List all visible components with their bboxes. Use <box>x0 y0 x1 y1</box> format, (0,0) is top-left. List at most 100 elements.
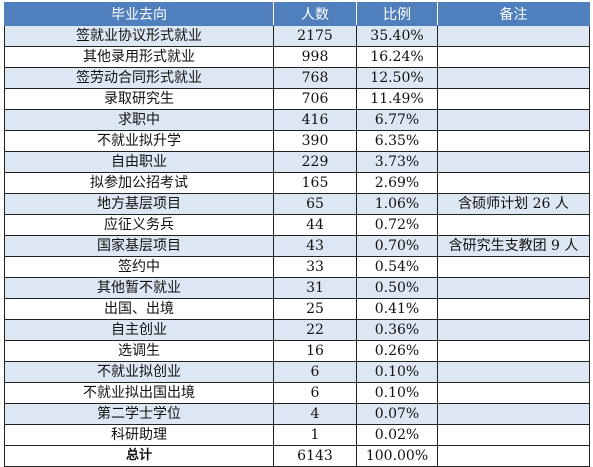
cell-note <box>437 403 590 425</box>
header-note: 备注 <box>437 2 590 26</box>
cell-count: 22 <box>273 319 357 341</box>
cell-count: 768 <box>273 67 357 89</box>
table-row: 其他录用形式就业 998 16.24% <box>4 46 590 68</box>
table-row: 其他暂不就业 31 0.50% <box>4 277 590 299</box>
cell-note <box>437 361 590 383</box>
table-row: 国家基层项目 43 0.70% 含研究生支教团 9 人 <box>4 235 590 257</box>
table-row: 录取研究生 706 11.49% <box>4 88 590 110</box>
cell-count: 6 <box>273 361 357 383</box>
table-row: 选调生 16 0.26% <box>4 340 590 362</box>
cell-count: 416 <box>273 109 357 131</box>
cell-note <box>437 46 590 68</box>
cell-note <box>437 319 590 341</box>
cell-destination: 不就业拟出国出境 <box>4 382 274 404</box>
cell-count: 998 <box>273 46 357 68</box>
table-row: 科研助理 1 0.02% <box>4 424 590 446</box>
table-container: 毕业去向 人数 比例 备注 签就业协议形式就业 2175 35.40% 其他录用形式就… <box>4 2 590 467</box>
cell-count: 25 <box>273 298 357 320</box>
cell-ratio: 12.50% <box>356 67 438 89</box>
cell-count: 65 <box>273 193 357 215</box>
cell-count: 31 <box>273 277 357 299</box>
cell-destination: 应征义务兵 <box>4 214 274 236</box>
cell-count: 706 <box>273 88 357 110</box>
cell-destination: 地方基层项目 <box>4 193 274 215</box>
table-row: 第二学士学位 4 0.07% <box>4 403 590 425</box>
cell-destination: 国家基层项目 <box>4 235 274 257</box>
cell-destination: 不就业拟创业 <box>4 361 274 383</box>
cell-ratio: 1.06% <box>356 193 438 215</box>
cell-count: 6 <box>273 382 357 404</box>
cell-count: 16 <box>273 340 357 362</box>
cell-ratio: 0.54% <box>356 256 438 278</box>
cell-destination: 签约中 <box>4 256 274 278</box>
cell-count: 4 <box>273 403 357 425</box>
cell-destination: 不就业拟升学 <box>4 130 274 152</box>
cell-ratio: 16.24% <box>356 46 438 68</box>
cell-count: 165 <box>273 172 357 194</box>
cell-count: 44 <box>273 214 357 236</box>
cell-note <box>437 67 590 89</box>
table-row: 自由职业 229 3.73% <box>4 151 590 173</box>
cell-note <box>437 424 590 446</box>
cell-note <box>437 109 590 131</box>
cell-note: 含研究生支教团 9 人 <box>437 235 590 257</box>
cell-note <box>437 151 590 173</box>
table-header: 毕业去向 人数 比例 备注 <box>4 2 590 26</box>
cell-ratio: 0.07% <box>356 403 438 425</box>
employment-destination-table: 毕业去向 人数 比例 备注 签就业协议形式就业 2175 35.40% 其他录用形式就… <box>4 2 590 467</box>
cell-count: 1 <box>273 424 357 446</box>
header-count: 人数 <box>273 2 357 26</box>
cell-ratio: 0.50% <box>356 277 438 299</box>
cell-destination: 出国、出境 <box>4 298 274 320</box>
table-row: 拟参加公招考试 165 2.69% <box>4 172 590 194</box>
cell-ratio: 0.10% <box>356 361 438 383</box>
cell-ratio: 0.36% <box>356 319 438 341</box>
table-row: 不就业拟升学 390 6.35% <box>4 130 590 152</box>
cell-note <box>437 172 590 194</box>
cell-ratio: 0.41% <box>356 298 438 320</box>
cell-note <box>437 256 590 278</box>
cell-ratio: 3.73% <box>356 151 438 173</box>
cell-count: 2175 <box>273 25 357 47</box>
table-row: 自主创业 22 0.36% <box>4 319 590 341</box>
cell-ratio: 2.69% <box>356 172 438 194</box>
total-count: 6143 <box>273 445 357 467</box>
header-ratio: 比例 <box>356 2 438 26</box>
table-row: 签劳动合同形式就业 768 12.50% <box>4 67 590 89</box>
cell-ratio: 0.02% <box>356 424 438 446</box>
total-row: 总计 6143 100.00% <box>4 445 590 467</box>
cell-destination: 自主创业 <box>4 319 274 341</box>
cell-ratio: 0.72% <box>356 214 438 236</box>
cell-count: 43 <box>273 235 357 257</box>
cell-destination: 第二学士学位 <box>4 403 274 425</box>
cell-note <box>437 298 590 320</box>
cell-destination: 其他录用形式就业 <box>4 46 274 68</box>
cell-ratio: 6.35% <box>356 130 438 152</box>
cell-note <box>437 340 590 362</box>
cell-note <box>437 88 590 110</box>
cell-ratio: 0.10% <box>356 382 438 404</box>
cell-destination: 选调生 <box>4 340 274 362</box>
header-destination: 毕业去向 <box>4 2 274 26</box>
cell-destination: 其他暂不就业 <box>4 277 274 299</box>
cell-count: 229 <box>273 151 357 173</box>
cell-count: 390 <box>273 130 357 152</box>
cell-note <box>437 277 590 299</box>
cell-destination: 录取研究生 <box>4 88 274 110</box>
table-row: 求职中 416 6.77% <box>4 109 590 131</box>
table-row: 应征义务兵 44 0.72% <box>4 214 590 236</box>
cell-destination: 科研助理 <box>4 424 274 446</box>
total-note <box>437 445 590 467</box>
cell-destination: 拟参加公招考试 <box>4 172 274 194</box>
cell-destination: 自由职业 <box>4 151 274 173</box>
cell-note <box>437 25 590 47</box>
cell-ratio: 35.40% <box>356 25 438 47</box>
cell-ratio: 6.77% <box>356 109 438 131</box>
cell-note <box>437 214 590 236</box>
cell-note: 含硕师计划 26 人 <box>437 193 590 215</box>
table-row: 出国、出境 25 0.41% <box>4 298 590 320</box>
table-row: 不就业拟出国出境 6 0.10% <box>4 382 590 404</box>
cell-ratio: 11.49% <box>356 88 438 110</box>
total-label: 总计 <box>4 445 274 467</box>
cell-ratio: 0.26% <box>356 340 438 362</box>
